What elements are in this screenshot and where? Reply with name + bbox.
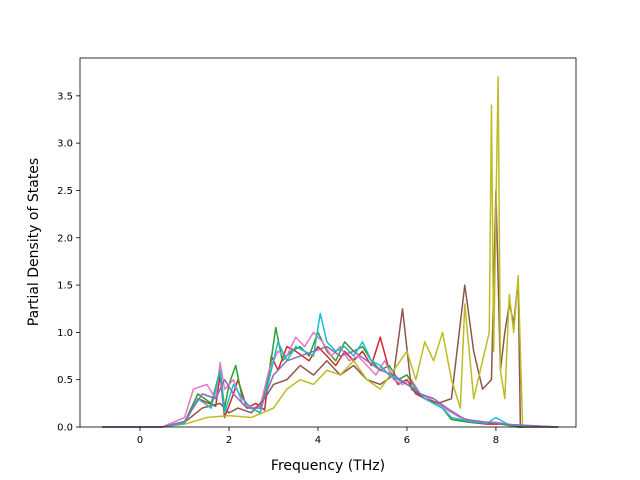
x-tick-label: 0 <box>137 435 143 446</box>
series-line-7 <box>102 345 559 428</box>
y-tick-label: 0.0 <box>57 423 73 434</box>
x-tick-label: 8 <box>493 435 499 446</box>
x-axis-ticks: 0 2 4 6 8 <box>137 427 499 446</box>
y-axis-ticks: 0.0 0.5 1.0 1.5 2.0 2.5 3.0 3.5 <box>57 91 80 434</box>
y-tick-label: 0.5 <box>57 375 73 386</box>
y-tick-label: 2.0 <box>57 233 73 244</box>
y-axis-label: Partial Density of States <box>26 158 42 326</box>
x-axis-label: Frequency (THz) <box>271 458 385 474</box>
y-tick-label: 1.5 <box>57 281 73 292</box>
series-line-6 <box>102 312 559 428</box>
x-tick-label: 4 <box>315 435 321 446</box>
series-line-5 <box>102 76 559 428</box>
series-layer <box>102 76 559 428</box>
y-tick-label: 2.5 <box>57 186 73 197</box>
y-tick-label: 1.0 <box>57 328 73 339</box>
y-tick-label: 3.0 <box>57 139 73 150</box>
x-tick-label: 2 <box>226 435 232 446</box>
x-tick-label: 6 <box>404 435 410 446</box>
plot-frame <box>79 57 577 428</box>
y-tick-label: 3.5 <box>57 91 73 102</box>
